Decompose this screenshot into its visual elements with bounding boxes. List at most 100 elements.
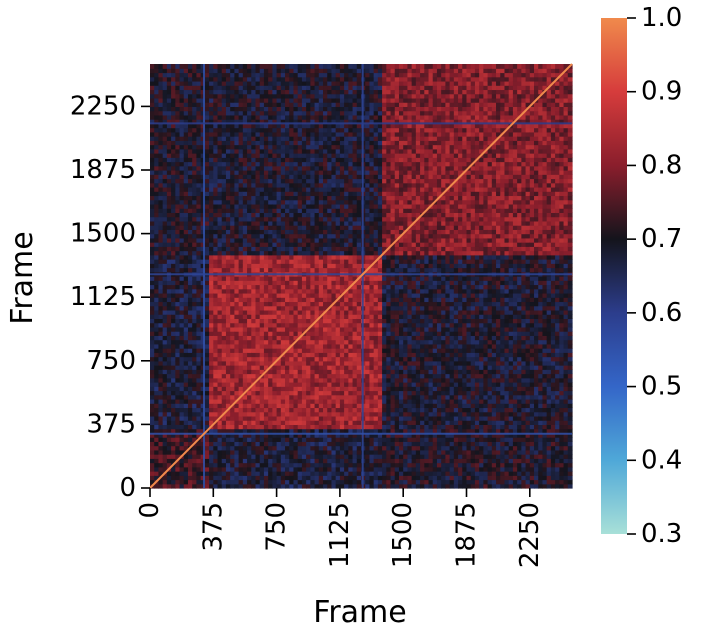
heatmap-cell <box>204 186 210 192</box>
heatmap-cell <box>263 263 269 269</box>
heatmap-cell <box>306 479 311 485</box>
heatmap-cell <box>289 454 295 459</box>
heatmap-cell <box>166 220 172 226</box>
heatmap-cell <box>323 449 328 455</box>
heatmap-cell <box>221 301 227 307</box>
heatmap-cell <box>276 127 282 133</box>
heatmap-cell <box>301 203 307 209</box>
heatmap-cell <box>272 203 278 209</box>
heatmap-cell <box>268 445 273 451</box>
heatmap-cell <box>289 127 295 133</box>
heatmap-cell <box>293 420 299 425</box>
heatmap-cell <box>196 212 202 218</box>
heatmap-cell <box>339 85 345 91</box>
heatmap-cell <box>327 80 333 86</box>
heatmap-cell <box>285 233 290 239</box>
heatmap-cell <box>344 161 349 167</box>
heatmap-cell <box>327 420 333 425</box>
heatmap-cell <box>314 220 320 226</box>
heatmap-cell <box>213 348 219 353</box>
heatmap-cell <box>213 153 219 158</box>
heatmap-cell <box>225 377 231 383</box>
heatmap-cell <box>268 144 273 150</box>
heatmap-cell <box>310 343 316 349</box>
heatmap-cell <box>263 403 269 409</box>
heatmap-cell <box>166 85 172 91</box>
heatmap-cell <box>268 343 273 349</box>
heatmap-cell <box>348 356 354 362</box>
heatmap-cell <box>323 441 328 447</box>
heatmap-cell <box>209 284 214 290</box>
heatmap-cell <box>192 382 198 387</box>
heatmap-cell <box>348 102 354 107</box>
heatmap-cell <box>217 288 223 294</box>
heatmap-cell <box>251 479 257 485</box>
heatmap-cell <box>272 225 278 230</box>
heatmap-cell <box>192 471 198 476</box>
heatmap-cell <box>221 475 227 481</box>
heatmap-cell <box>234 411 240 417</box>
heatmap-cell <box>272 339 278 345</box>
heatmap-cell <box>331 411 337 417</box>
heatmap-cell <box>323 110 328 116</box>
heatmap-cell <box>247 276 252 281</box>
heatmap-cell <box>171 93 176 99</box>
heatmap-cell <box>187 483 193 489</box>
heatmap-cell <box>335 276 341 281</box>
heatmap-cell <box>192 165 198 171</box>
heatmap-cell <box>158 280 164 286</box>
heatmap-cell <box>225 174 231 180</box>
heatmap-cell <box>289 309 295 315</box>
heatmap-cell <box>339 445 345 451</box>
heatmap-cell <box>209 140 214 146</box>
heatmap-cell <box>192 76 198 82</box>
heatmap-cell <box>204 360 210 366</box>
heatmap-cell <box>251 263 257 269</box>
heatmap-cell <box>289 182 295 188</box>
heatmap-cell <box>297 297 303 303</box>
heatmap-cell <box>268 93 273 99</box>
heatmap-cell <box>230 292 235 298</box>
heatmap-cell <box>352 462 358 468</box>
heatmap-cell <box>263 106 269 112</box>
heatmap-cell <box>314 441 320 447</box>
heatmap-cell <box>301 178 307 184</box>
heatmap-cell <box>280 220 286 226</box>
heatmap-cell <box>234 373 240 379</box>
heatmap-cell <box>183 114 189 120</box>
heatmap-cell <box>150 186 155 192</box>
heatmap-cell <box>263 80 269 86</box>
heatmap-cell <box>289 76 295 82</box>
heatmap-cell <box>318 97 324 103</box>
heatmap-cell <box>230 428 235 434</box>
heatmap-cell <box>297 377 303 383</box>
heatmap-cell <box>297 246 303 252</box>
heatmap-cell <box>293 195 299 201</box>
heatmap-cell <box>259 441 265 447</box>
heatmap-cell <box>183 377 189 383</box>
heatmap-cell <box>204 475 210 481</box>
heatmap-cell <box>221 432 227 438</box>
heatmap-cell <box>339 348 345 353</box>
heatmap-cell <box>247 466 252 472</box>
heatmap-cell <box>314 292 320 298</box>
heatmap-cell <box>150 437 155 442</box>
heatmap-cell <box>209 407 214 413</box>
heatmap-cell <box>327 454 333 459</box>
heatmap-cell <box>348 415 354 421</box>
heatmap-cell <box>158 335 164 341</box>
heatmap-cell <box>247 483 252 489</box>
heatmap-cell <box>306 263 311 269</box>
heatmap-cell <box>301 462 307 468</box>
heatmap-cell <box>297 170 303 175</box>
heatmap-cell <box>187 199 193 205</box>
heatmap-cell <box>150 326 155 332</box>
heatmap-cell <box>179 390 185 396</box>
heatmap-cell <box>263 199 269 205</box>
heatmap-cell <box>238 237 244 243</box>
heatmap-cell <box>327 360 333 366</box>
heatmap-cell <box>158 390 164 396</box>
heatmap-cell <box>289 360 295 366</box>
heatmap-cell <box>306 123 311 129</box>
heatmap-cell <box>331 483 337 489</box>
